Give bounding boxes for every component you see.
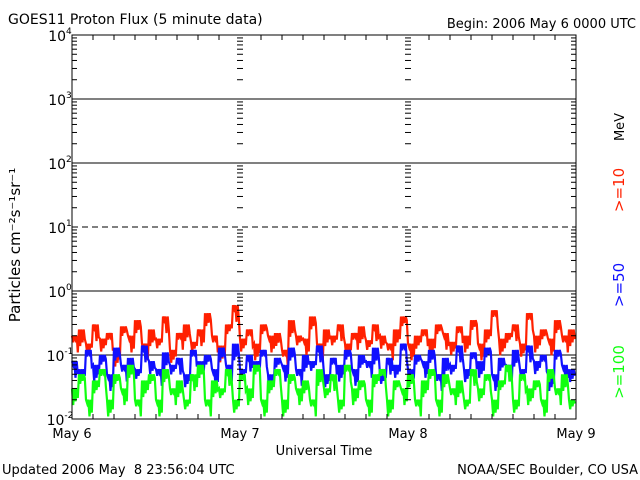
footer-updated: Updated 2006 May 8 23:56:04 UTC [2, 463, 235, 478]
y-tick-label: 10-1 [47, 347, 74, 365]
chart-title: GOES11 Proton Flux (5 minute data) [8, 12, 263, 28]
y-axis-label: Particles cm⁻²s⁻¹sr⁻¹ [6, 168, 24, 322]
series-line-ge50 [70, 343, 576, 391]
x-tick-label: May 6 [52, 427, 91, 442]
y-tick-label: 104 [48, 27, 72, 45]
y-tick-label: 102 [48, 155, 72, 173]
legend-ge10: >=10 [610, 168, 628, 212]
series-line-ge100 [70, 364, 576, 417]
legend-ge50: >=50 [610, 263, 628, 307]
y-tick-label: 100 [48, 283, 72, 301]
x-tick-label: May 7 [220, 427, 259, 442]
chart-begin-time: Begin: 2006 May 6 0000 UTC [447, 17, 636, 32]
y-tick-label: 10-2 [47, 411, 74, 429]
y-tick-label: 101 [48, 219, 72, 237]
legend-unit-mev: MeV [613, 113, 628, 141]
legend-ge100: >=100 [610, 345, 628, 399]
footer-credit: NOAA/SEC Boulder, CO USA [457, 463, 638, 478]
x-axis-label: Universal Time [276, 444, 373, 459]
x-tick-label: May 9 [556, 427, 595, 442]
series-line-ge10 [70, 304, 576, 367]
x-tick-label: May 8 [388, 427, 427, 442]
y-tick-label: 103 [48, 91, 72, 109]
